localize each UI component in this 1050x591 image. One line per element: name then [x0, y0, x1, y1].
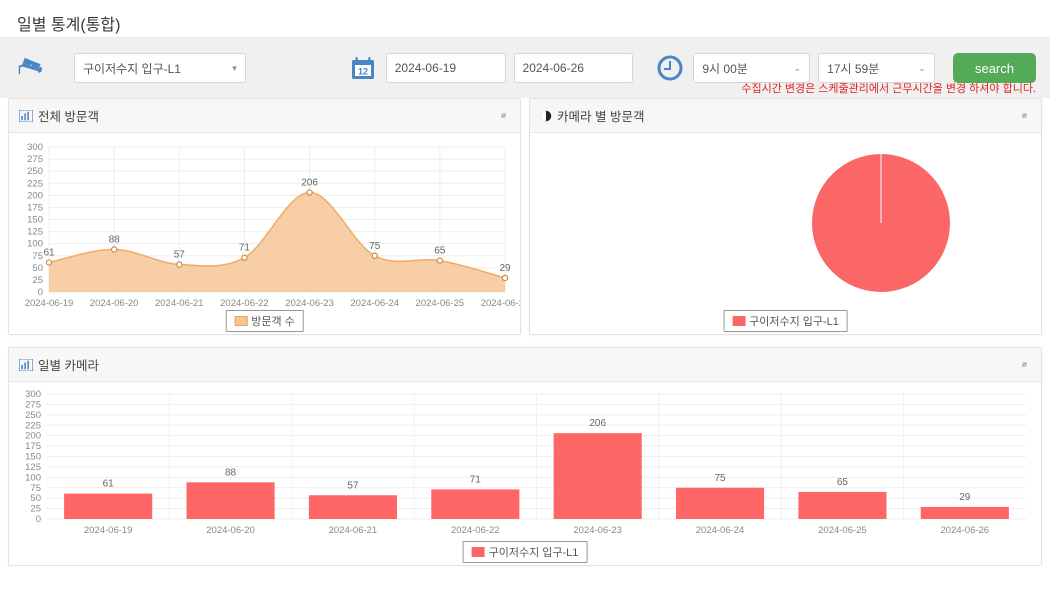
svg-text:175: 175	[25, 441, 41, 452]
svg-text:57: 57	[174, 249, 186, 260]
svg-text:100: 100	[27, 239, 43, 250]
svg-text:50: 50	[30, 493, 41, 504]
svg-text:2024-06-22: 2024-06-22	[451, 525, 500, 536]
svg-text:225: 225	[27, 178, 43, 189]
svg-text:275: 275	[25, 399, 41, 410]
svg-text:65: 65	[837, 477, 849, 488]
svg-text:0: 0	[36, 514, 41, 525]
svg-text:88: 88	[225, 467, 237, 478]
svg-text:300: 300	[27, 142, 43, 153]
svg-text:25: 25	[32, 275, 43, 286]
svg-text:125: 125	[25, 462, 41, 473]
svg-text:2024-06-20: 2024-06-20	[206, 525, 255, 536]
svg-text:2024-06-20: 2024-06-20	[90, 298, 139, 309]
svg-text:25: 25	[30, 504, 41, 515]
svg-text:2024-06-22: 2024-06-22	[220, 298, 269, 309]
svg-text:29: 29	[959, 492, 971, 503]
svg-text:2024-06-26: 2024-06-26	[481, 298, 520, 309]
svg-text:206: 206	[589, 418, 606, 429]
svg-text:2024-06-24: 2024-06-24	[350, 298, 399, 309]
svg-text:2024-06-25: 2024-06-25	[818, 525, 867, 536]
svg-text:275: 275	[27, 154, 43, 165]
svg-text:2024-06-23: 2024-06-23	[285, 298, 334, 309]
svg-text:88: 88	[109, 234, 121, 245]
svg-text:125: 125	[27, 227, 43, 238]
svg-text:71: 71	[239, 243, 251, 254]
svg-text:2024-06-23: 2024-06-23	[573, 525, 622, 536]
svg-text:100: 100	[25, 472, 41, 483]
svg-text:250: 250	[25, 410, 41, 421]
svg-text:225: 225	[25, 420, 41, 431]
svg-text:50: 50	[32, 263, 43, 274]
svg-text:200: 200	[25, 431, 41, 442]
svg-text:150: 150	[27, 215, 43, 226]
svg-text:2024-06-25: 2024-06-25	[416, 298, 465, 309]
svg-text:29: 29	[499, 263, 511, 274]
svg-text:300: 300	[25, 389, 41, 400]
svg-text:0: 0	[38, 287, 43, 298]
svg-text:206: 206	[301, 177, 318, 188]
svg-text:2024-06-19: 2024-06-19	[84, 525, 133, 536]
svg-text:61: 61	[103, 479, 115, 490]
svg-text:2024-06-24: 2024-06-24	[696, 525, 745, 536]
svg-text:65: 65	[434, 246, 446, 257]
svg-text:57: 57	[347, 480, 359, 491]
svg-text:2024-06-26: 2024-06-26	[941, 525, 990, 536]
svg-text:250: 250	[27, 166, 43, 177]
svg-text:71: 71	[470, 474, 482, 485]
svg-text:2024-06-19: 2024-06-19	[25, 298, 74, 309]
svg-text:175: 175	[27, 202, 43, 213]
svg-text:75: 75	[32, 251, 43, 262]
svg-text:2024-06-21: 2024-06-21	[329, 525, 378, 536]
svg-text:150: 150	[25, 452, 41, 463]
svg-text:75: 75	[30, 483, 41, 494]
svg-text:75: 75	[369, 241, 381, 252]
svg-text:75: 75	[714, 473, 726, 484]
svg-text:2024-06-21: 2024-06-21	[155, 298, 204, 309]
svg-text:200: 200	[27, 190, 43, 201]
svg-text:61: 61	[43, 248, 55, 259]
svg-text:12: 12	[358, 67, 368, 77]
